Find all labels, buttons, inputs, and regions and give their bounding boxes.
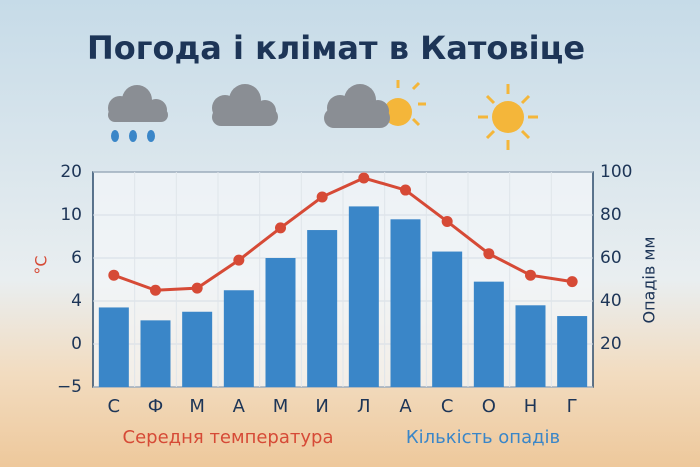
line-point [400,184,411,196]
line-point [108,269,120,281]
line-point [358,172,370,184]
y2-axis-title: Опадів мм [640,236,659,323]
x-tick-label: М [273,396,289,417]
x-tick-label: С [441,396,454,417]
y2-tick-label: 40 [600,291,622,311]
line-point [441,215,453,227]
y2-tick-label: 60 [600,248,622,268]
weather-icons [108,80,538,150]
y-tick-label: 20 [60,162,82,182]
x-tick-label: Л [357,396,371,417]
line [113,176,573,292]
legend-entry: Середня температура [123,427,334,448]
line-point [275,222,286,234]
y-tick-label: 0 [71,334,82,354]
y-tick-label: −5 [57,377,82,397]
x-tick-label: Н [524,396,538,417]
line-point [566,276,578,288]
x-tick-label: М [189,396,205,417]
y-tick-label: 6 [71,248,82,268]
bar [98,307,129,387]
bar [390,219,421,387]
bar [557,316,588,387]
line-point [483,248,495,260]
chart-title: Погода і клімат в Катовіце [87,29,585,67]
x-tick-label: А [233,396,246,417]
bar [432,251,463,387]
line-point [191,282,203,294]
y2-tick-label: 100 [600,162,632,182]
bar [265,258,296,387]
x-tick-label: С [108,396,121,417]
line-point [316,191,328,203]
bar [515,305,546,387]
bar [307,230,338,387]
bar [473,281,504,387]
y2-tick-label: 80 [600,205,622,225]
bar [223,290,254,387]
bar [182,311,213,387]
x-tick-label: Ф [148,396,164,417]
x-tick-label: О [482,396,496,417]
y-axis-title: °C [32,255,51,274]
legend-entry: Кількість опадів [406,427,560,448]
line-point [525,269,536,281]
x-tick-label: Г [567,396,578,417]
y2-tick-label: 20 [600,334,622,354]
bar [348,206,379,387]
x-tick-label: А [399,396,412,417]
x-tick-label: И [315,396,328,417]
line-point [150,284,161,296]
bar [140,320,171,387]
line-point [233,254,245,266]
y-tick-label: 10 [60,205,82,225]
y-tick-label: 4 [71,291,82,311]
